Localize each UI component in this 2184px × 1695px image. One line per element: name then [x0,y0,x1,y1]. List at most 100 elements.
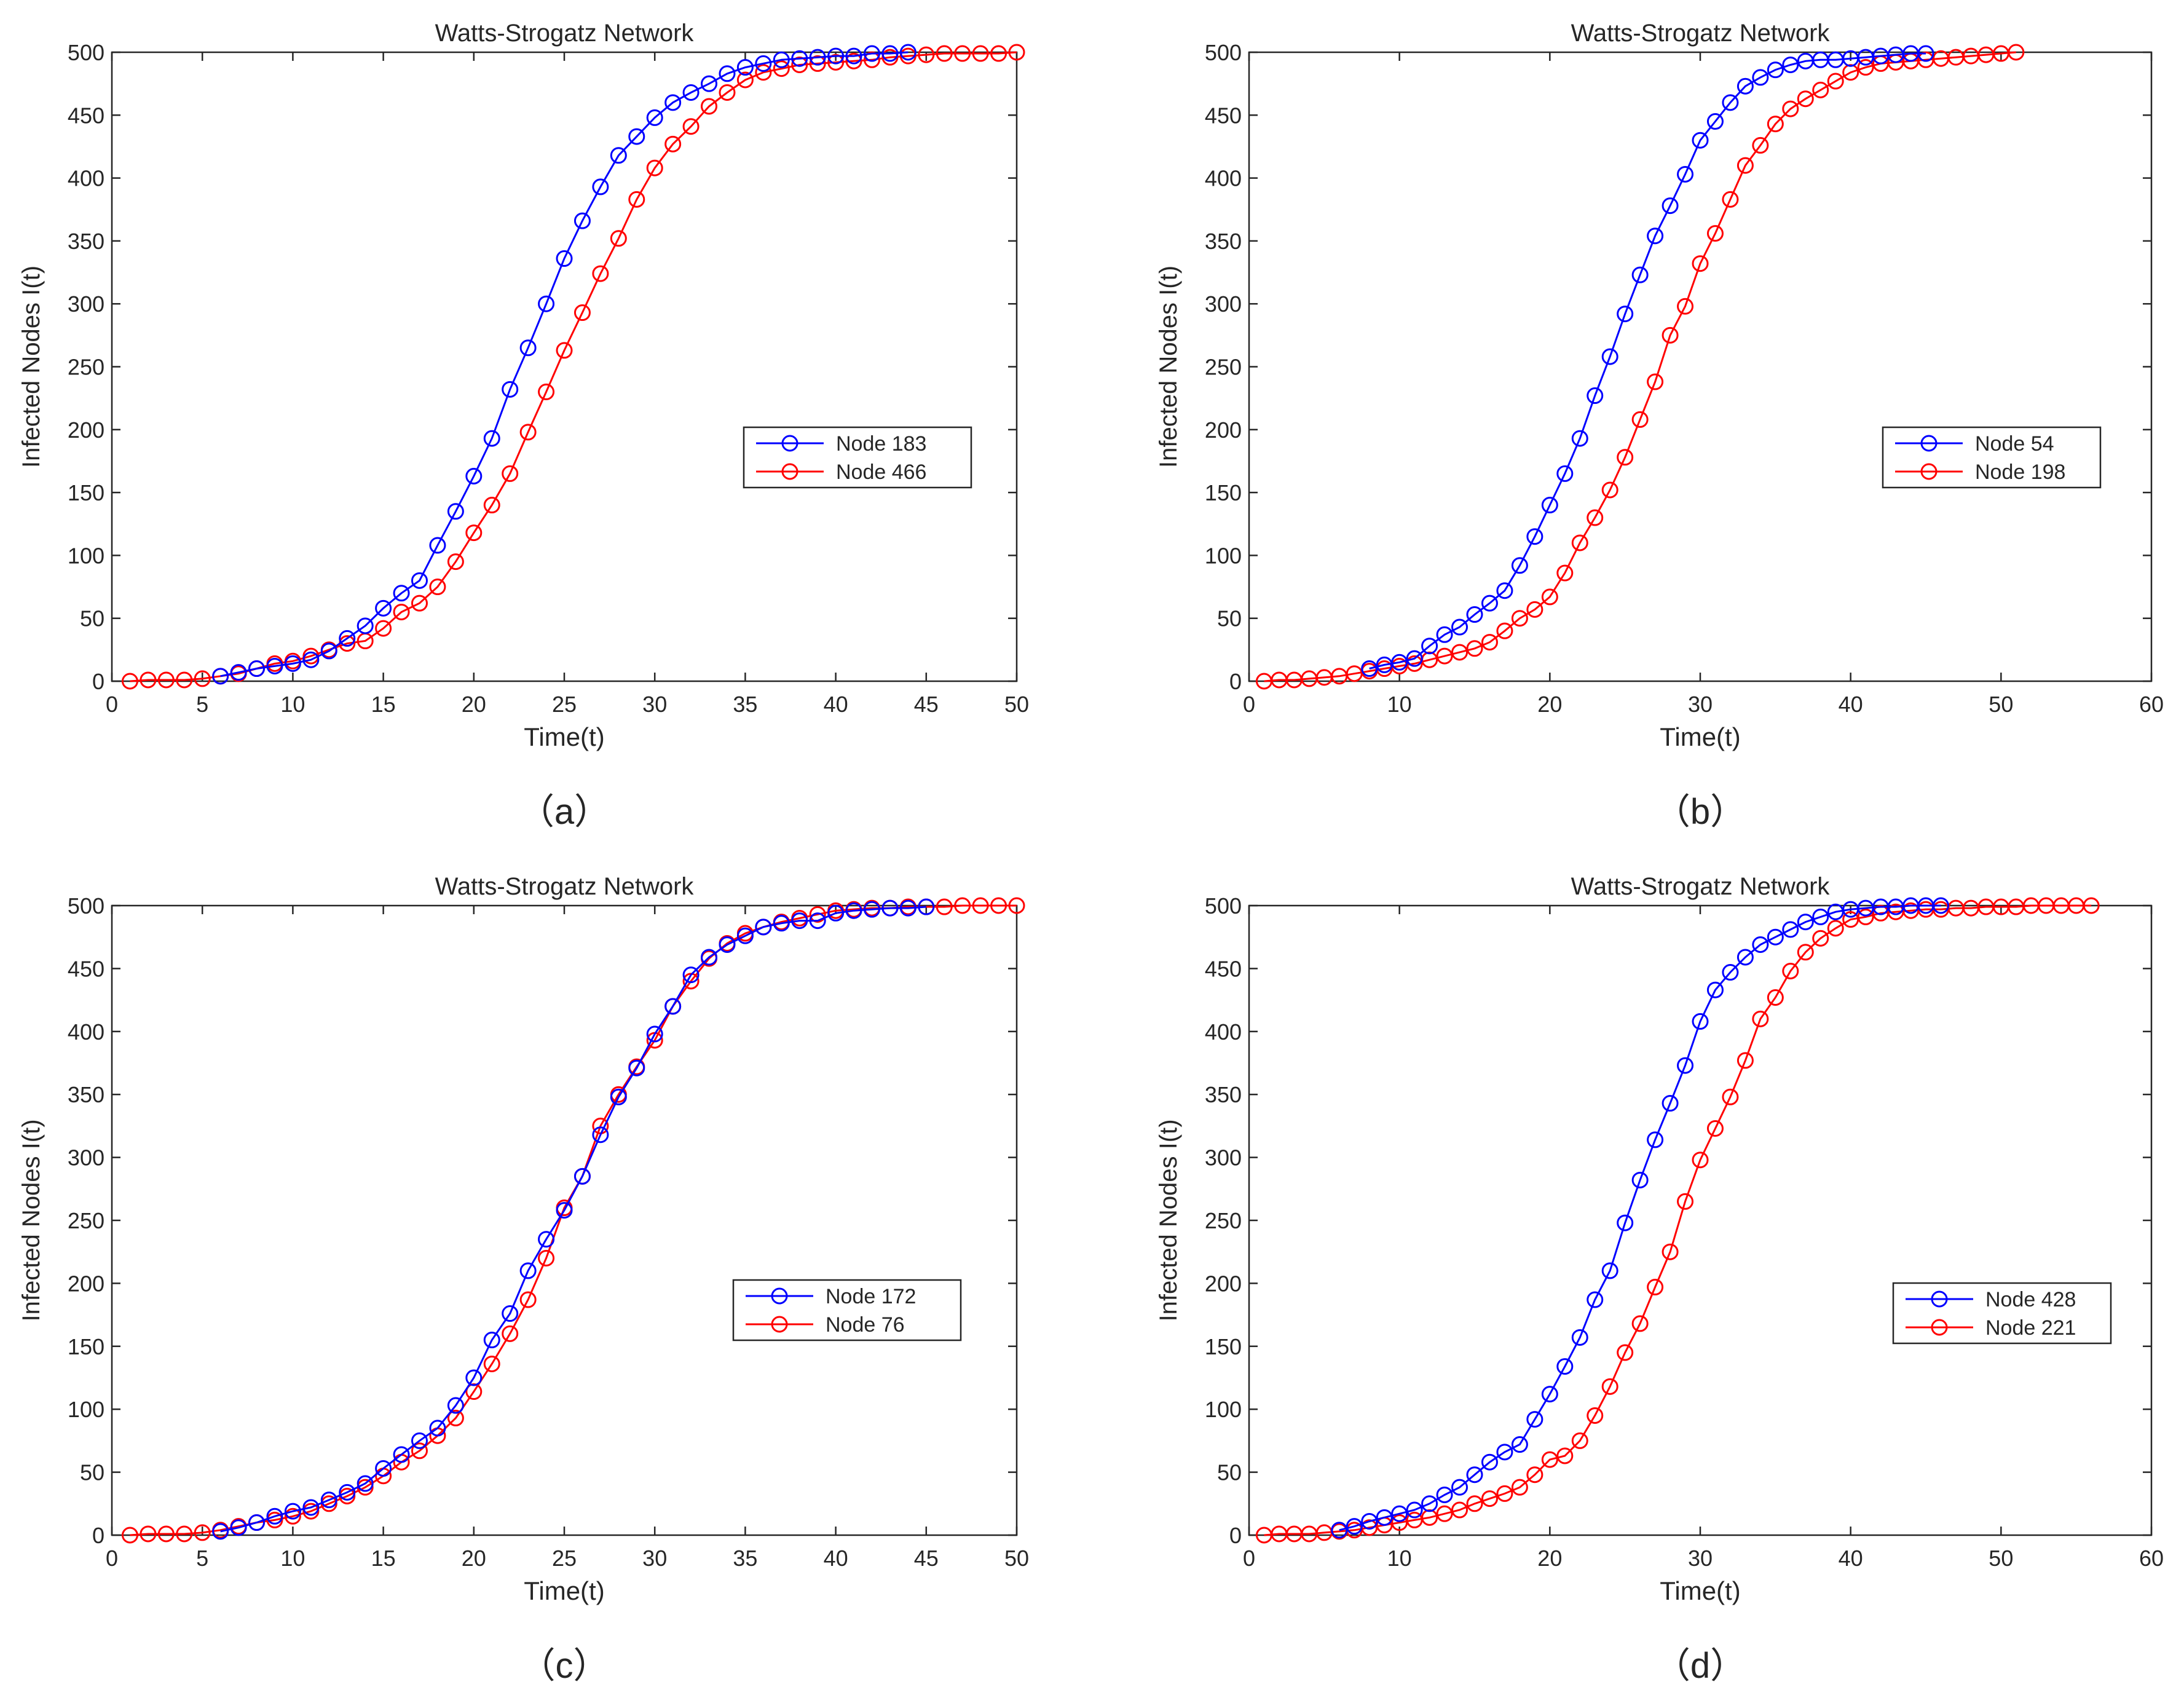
chart-title: Watts-Strogatz Network [435,20,695,47]
y-tick-label: 250 [1205,355,1242,380]
legend-label: Node 221 [1985,1316,2076,1340]
y-tick-label: 500 [1205,893,1242,919]
y-tick-label: 150 [68,480,104,505]
y-tick-label: 500 [68,893,104,919]
y-tick-label: 150 [68,1334,104,1359]
panel-label: （c） [519,1646,609,1686]
y-tick-label: 200 [1205,417,1242,443]
y-tick-label: 100 [68,1397,104,1422]
y-tick-label: 300 [68,1145,104,1171]
plot-area [1249,906,2151,1535]
y-tick-label: 350 [1205,229,1242,254]
y-tick-label: 50 [80,606,104,631]
y-tick-label: 0 [92,669,104,694]
panel-label: （d） [1655,1646,1746,1686]
legend: Node 428 Node 221 [1893,1283,2111,1343]
y-tick-label: 350 [68,1082,104,1107]
y-tick-label: 0 [1229,1523,1242,1548]
y-tick-label: 350 [68,229,104,254]
y-tick-label: 250 [68,1208,104,1233]
y-tick-label: 200 [68,1271,104,1296]
panel-label: （a） [519,792,610,832]
y-tick-label: 50 [80,1460,104,1485]
y-tick-label: 500 [1205,40,1242,65]
legend-label: Node 198 [1975,460,2065,484]
x-tick-label: 10 [1387,692,1412,717]
y-tick-label: 100 [68,543,104,568]
x-tick-label: 40 [1839,1546,1863,1571]
chart-panel: 0 10 20 30 40 50 60 0 50 100 150 200 250 300 350 400 450… [1155,20,2164,832]
chart-panel: 0 10 20 30 40 50 60 0 50 100 150 200 250 300 350 400 450… [1155,873,2164,1686]
y-tick-label: 400 [1205,166,1242,191]
y-tick-label: 100 [1205,543,1242,568]
y-tick-label: 300 [1205,291,1242,317]
x-tick-label: 30 [642,1546,667,1571]
y-tick-label: 200 [68,417,104,443]
y-tick-label: 100 [1205,1397,1242,1422]
x-tick-label: 50 [1004,1546,1029,1571]
x-tick-label: 25 [552,1546,577,1571]
y-tick-label: 150 [1205,1334,1242,1359]
y-axis-label: Infected Nodes I(t) [18,266,45,468]
plot-area [112,906,1017,1535]
legend-label: Node 466 [836,460,926,484]
x-tick-label: 10 [280,692,305,717]
panel-label: （b） [1655,792,1746,832]
x-axis-label: Time(t) [1660,1576,1740,1605]
x-tick-label: 40 [824,1546,848,1571]
legend: Node 54 Node 198 [1883,427,2100,488]
legend-label: Node 54 [1975,432,2054,456]
x-tick-label: 30 [642,692,667,717]
y-tick-label: 300 [1205,1145,1242,1171]
legend-label: Node 172 [826,1285,916,1308]
y-tick-label: 300 [68,291,104,317]
x-tick-label: 35 [733,1546,757,1571]
y-axis-label: Infected Nodes I(t) [18,1119,45,1321]
chart-panel: 0 5 10 15 20 25 30 35 40 45 5005010015020025030035… [18,873,1029,1686]
y-tick-label: 250 [1205,1208,1242,1233]
x-tick-label: 15 [371,1546,396,1571]
y-tick-label: 500 [68,40,104,65]
y-tick-label: 400 [68,166,104,191]
x-tick-label: 60 [2139,1546,2164,1571]
y-tick-label: 50 [1217,606,1242,631]
x-tick-label: 10 [280,1546,305,1571]
chart-panel: 0 5 10 15 20 25 30 35 40 45 5005010015020025030035… [18,20,1029,832]
y-tick-label: 400 [68,1019,104,1045]
chart-title: Watts-Strogatz Network [1571,873,1831,900]
y-axis-label: Infected Nodes I(t) [1155,1119,1182,1321]
y-tick-label: 50 [1217,1460,1242,1485]
chart-title: Watts-Strogatz Network [435,873,695,900]
x-tick-label: 30 [1688,1546,1713,1571]
x-tick-label: 10 [1387,1546,1412,1571]
x-tick-label: 40 [824,692,848,717]
x-tick-label: 20 [1537,692,1562,717]
y-tick-label: 450 [68,103,104,128]
y-tick-label: 0 [1229,669,1242,694]
x-tick-label: 35 [733,692,757,717]
x-tick-label: 5 [196,692,208,717]
y-tick-label: 450 [1205,103,1242,128]
y-tick-label: 250 [68,355,104,380]
x-tick-label: 50 [1989,1546,2013,1571]
x-tick-label: 60 [2139,692,2164,717]
legend-label: Node 428 [1985,1288,2076,1311]
y-tick-label: 450 [68,956,104,981]
x-tick-label: 45 [914,1546,939,1571]
x-axis-label: Time(t) [1660,722,1740,751]
y-axis-label: Infected Nodes I(t) [1155,266,1182,468]
x-tick-label: 40 [1839,692,1863,717]
figure: 0 5 10 15 20 25 30 35 40 45 5005010015020025030035… [0,0,2184,1695]
y-tick-label: 450 [1205,956,1242,981]
y-tick-label: 0 [92,1523,104,1548]
plot-area [1249,52,2151,681]
x-tick-label: 0 [1243,692,1255,717]
chart-title: Watts-Strogatz Network [1571,20,1831,47]
x-tick-label: 15 [371,692,396,717]
y-tick-label: 150 [1205,480,1242,505]
x-tick-label: 20 [462,692,486,717]
x-tick-label: 50 [1989,692,2013,717]
x-tick-label: 45 [914,692,939,717]
x-tick-label: 50 [1004,692,1029,717]
x-axis-label: Time(t) [524,1576,604,1605]
